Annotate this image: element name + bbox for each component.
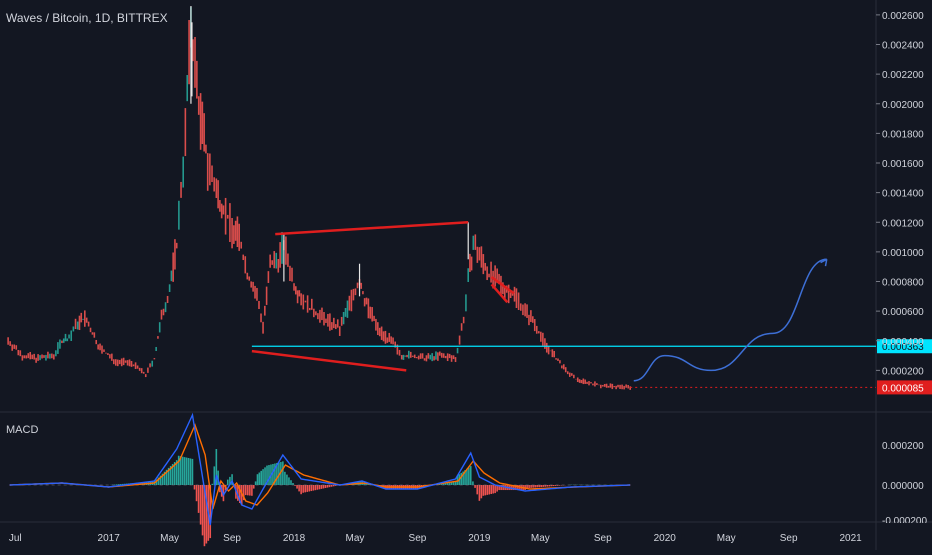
y-tick-label: 0.002400 (882, 41, 924, 52)
trend-line (275, 221, 469, 236)
y-tick-label: 0.000600 (882, 307, 924, 318)
macd-signal-line (9, 423, 631, 510)
y-tick-label: 0.001600 (882, 159, 924, 170)
y-tick-label: 0.001400 (882, 189, 924, 200)
x-tick-label: 2017 (98, 533, 121, 544)
x-tick-label: 2018 (283, 533, 306, 544)
macd-pane (9, 412, 631, 547)
x-tick-label: May (531, 533, 550, 544)
x-tick-label: May (717, 533, 736, 544)
x-tick-label: Sep (594, 533, 612, 544)
x-tick-label: May (160, 533, 179, 544)
price-series (7, 6, 632, 390)
tick-clip (877, 523, 932, 531)
y-tick-label: 0.002600 (882, 11, 924, 22)
x-tick-label: 2019 (468, 533, 491, 544)
trend-line (490, 276, 515, 295)
projection-arrowhead (820, 258, 828, 267)
y-tick-label: 0.000800 (882, 278, 924, 289)
x-tick-label: 2021 (839, 533, 862, 544)
x-tick-label: Jul (9, 533, 22, 544)
y-tick-label: 0.002000 (882, 100, 924, 111)
y-tick-label: 0.001000 (882, 248, 924, 259)
y-tick-label: 0.001200 (882, 218, 924, 229)
x-tick-label: 2020 (654, 533, 677, 544)
last-price-tag (877, 380, 932, 395)
macd-label: MACD (6, 424, 39, 436)
x-tick-label: May (346, 533, 365, 544)
y-tick-label: 0.001800 (882, 129, 924, 140)
annotations: 0.000363 0.000085 (251, 221, 932, 395)
macd-y-tick-label-clipped: -0.000200 (882, 516, 927, 527)
y-tick-label: 0.000200 (882, 366, 924, 377)
macd-line (9, 412, 631, 526)
y-tick-label: 0.000400 (882, 337, 924, 348)
axes: 0.000200 0.000400 0.000600 0.000800 0.001000… (9, 11, 932, 544)
trend-line (490, 283, 509, 304)
macd-y-tick-label: 0.000200 (882, 441, 924, 452)
last-price-label: 0.000085 (882, 383, 924, 394)
x-tick-label: Sep (780, 533, 798, 544)
x-tick-label: Sep (223, 533, 241, 544)
x-tick-label: Sep (409, 533, 427, 544)
projection-curve (633, 258, 827, 382)
y-tick-label: 0.002200 (882, 70, 924, 81)
support-price-label: 0.000363 (882, 342, 924, 353)
macd-y-tick-label: 0.000000 (882, 481, 924, 492)
symbol-title: Waves / Bitcoin, 1D, BITTREX (6, 11, 168, 25)
support-price-tag (877, 339, 932, 354)
trend-line (251, 349, 407, 372)
